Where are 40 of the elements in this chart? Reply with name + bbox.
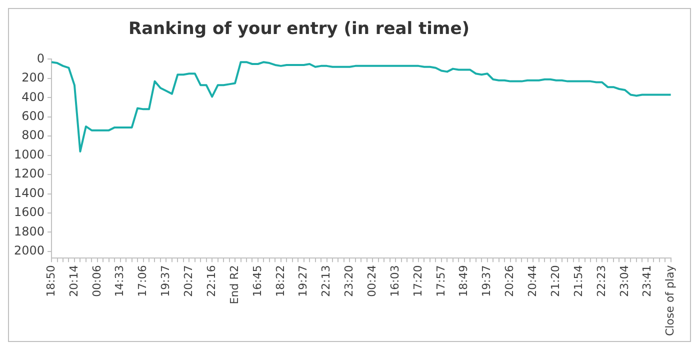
x-tick-label: 18:49 (457, 265, 470, 297)
y-tick-label: 1800 (14, 224, 45, 238)
x-tick-label: 20:14 (67, 265, 80, 297)
y-tick-label: 2000 (14, 244, 45, 258)
x-tick-label: 17:06 (136, 265, 150, 297)
x-tick-label: 00:24 (365, 265, 378, 297)
x-tick-label: Close of play (664, 264, 677, 336)
y-tick-label: 1600 (14, 205, 45, 220)
y-tick-label: 1000 (14, 147, 45, 162)
chart-title: Ranking of your entry (in real time) (127, 19, 470, 39)
x-tick-label: 17:57 (434, 265, 448, 297)
y-tick-label: 0 (36, 51, 45, 66)
y-tick-label: 1400 (14, 186, 45, 200)
x-tick-label: 14:33 (113, 265, 126, 297)
x-tick-label: 17:20 (411, 265, 424, 297)
x-tick-label: 19:37 (480, 265, 494, 297)
x-tick-label: 20:26 (503, 265, 516, 297)
x-tick-label: 00:06 (90, 265, 104, 297)
x-tick-label: 23:41 (640, 265, 654, 297)
y-tick-label: 400 (22, 90, 45, 104)
x-tick-label: 18:50 (44, 265, 58, 297)
x-tick-label: End R2 (228, 265, 241, 304)
x-tick-label: 21:20 (548, 265, 562, 297)
x-tick-label: 23:04 (618, 265, 631, 297)
y-tick-label: 800 (22, 128, 45, 142)
x-tick-label: 19:37 (159, 265, 172, 297)
x-tick-label: 20:44 (526, 265, 540, 297)
y-tick-label: 1200 (14, 166, 45, 181)
x-tick-label: 18:22 (274, 265, 287, 297)
x-tick-label: 19:27 (296, 265, 310, 297)
x-tick-label: 23:20 (342, 265, 356, 297)
x-tick-label: 22:16 (204, 265, 218, 297)
x-tick-label: 21:54 (572, 265, 585, 297)
y-tick-label: 200 (22, 70, 45, 85)
x-tick-label: 20:27 (182, 265, 196, 297)
x-tick-label: 22:23 (594, 265, 608, 297)
x-tick-label: 16:45 (250, 265, 264, 297)
y-tick-label: 600 (22, 108, 45, 123)
x-tick-label: 16:03 (388, 265, 402, 297)
x-tick-label: 22:13 (320, 265, 333, 297)
